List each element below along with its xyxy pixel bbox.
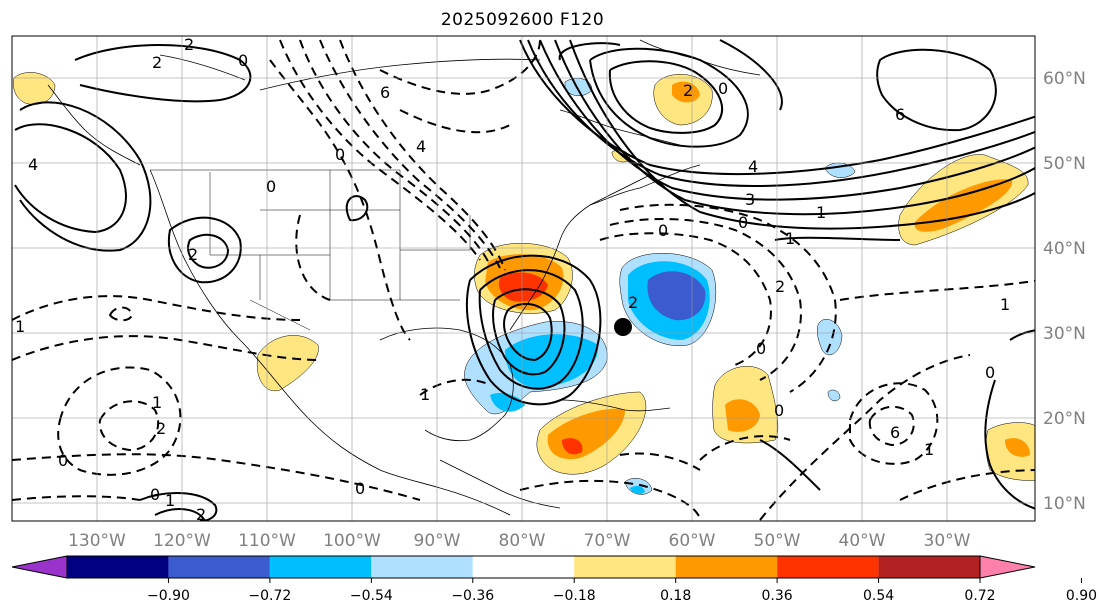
gridlines (12, 36, 1035, 521)
lon-label: 40°W (839, 531, 886, 551)
contour-label: 2 (156, 419, 166, 438)
colorbar-tick-label: −0.90 (147, 588, 190, 604)
lat-labels: 60°N 50°N 40°N 30°N 20°N 10°N (1043, 69, 1086, 514)
contour-label: 0 (150, 485, 160, 504)
colorbar-tick-label: 0.72 (964, 588, 995, 604)
lon-label: 70°W (584, 531, 631, 551)
contour-label: 6 (895, 105, 905, 124)
lat-label: 10°N (1043, 494, 1086, 514)
contour-label: 4 (416, 137, 426, 156)
colorbar-tick-label: −0.54 (350, 588, 393, 604)
lon-label: 30°W (924, 531, 971, 551)
lon-label: 90°W (414, 531, 461, 551)
contour-label: 2 (683, 81, 693, 100)
contour-label: 2 (775, 277, 785, 296)
contour-label: 0 (738, 213, 748, 232)
colorbar: −0.90 −0.72 −0.54 −0.36 −0.18 0.18 0.36 0.54 0.7… (11, 555, 1097, 604)
colorbar-segment (472, 556, 575, 578)
contour-label: 6 (890, 423, 900, 442)
contour-label: 0 (355, 479, 365, 498)
contour-label: 0 (658, 221, 668, 240)
lat-label: 20°N (1043, 409, 1086, 429)
map-border (11, 35, 1036, 522)
contour-label: 2 (628, 293, 638, 312)
contour-label: 1 (924, 440, 934, 459)
contours-negative (12, 39, 1035, 521)
contour-label: 1 (420, 385, 430, 404)
colorbar-outline (66, 555, 981, 579)
contour-label: 6 (380, 83, 390, 102)
contour-label: 1 (15, 317, 25, 336)
lat-label: 30°N (1043, 324, 1086, 344)
lat-label: 60°N (1043, 69, 1086, 89)
contour-label: 0 (718, 79, 728, 98)
contour-label: 0 (756, 339, 766, 358)
contour-label: 0 (774, 401, 784, 420)
contour-label: 2 (184, 35, 194, 54)
political-borders (150, 169, 471, 331)
colorbar-tick-label: 0.36 (762, 588, 793, 604)
colorbar-tick-label: 0.54 (863, 588, 894, 604)
lon-label: 120°W (153, 531, 211, 551)
lon-label: 100°W (323, 531, 381, 551)
lon-labels: 130°W 120°W 110°W 100°W 90°W 80°W 70°W 6… (68, 531, 971, 551)
contour-label: 1 (816, 203, 826, 222)
colorbar-tick-label: −0.72 (248, 588, 291, 604)
contour-label: 0 (266, 177, 276, 196)
colorbar-segment (878, 556, 980, 578)
storm-center-marker (614, 318, 632, 336)
colorbar-segment (67, 556, 169, 578)
colorbar-segment (574, 556, 676, 578)
contour-label: 2 (188, 245, 198, 264)
lon-label: 110°W (238, 531, 296, 551)
contour-label: 0 (238, 51, 248, 70)
contour-label: 0 (335, 145, 345, 164)
contour-label: 2 (152, 53, 162, 72)
lon-label: 80°W (499, 531, 546, 551)
contour-label: 3 (745, 190, 755, 209)
colorbar-extend-high (979, 555, 1036, 579)
contour-label: 1 (165, 491, 175, 510)
colorbar-segment (777, 556, 879, 578)
contour-label: 4 (748, 157, 758, 176)
colorbar-segment (371, 556, 473, 578)
lat-label: 40°N (1043, 239, 1086, 259)
lon-label: 50°W (754, 531, 801, 551)
contours-positive (14, 39, 1035, 521)
colorbar-segment (168, 556, 270, 578)
contour-label: 1 (1000, 295, 1010, 314)
lat-label: 50°N (1043, 154, 1086, 174)
colorbar-tick-label: −0.18 (553, 588, 596, 604)
contour-label: 2 (196, 505, 206, 524)
map-title: 2025092600 F120 (440, 10, 605, 30)
colorbar-tick-label: 0.18 (660, 588, 691, 604)
contour-label: 4 (28, 155, 38, 174)
colorbar-segment (269, 556, 372, 578)
colorbar-extend-low (11, 555, 68, 579)
colorbar-tick-label: 0.90 (1066, 588, 1097, 604)
lon-label: 130°W (68, 531, 126, 551)
contour-label: 1 (152, 393, 162, 412)
colorbar-tick-label: −0.36 (451, 588, 494, 604)
colorbar-segment (675, 556, 778, 578)
lon-label: 60°W (669, 531, 716, 551)
contour-label: 0 (58, 451, 68, 470)
contour-labels: 2 2 0 6 4 0 0 1 2 0 4 3 1 1 0 6 2 0 1 2 … (15, 35, 1010, 524)
contour-label: 0 (985, 363, 995, 382)
contour-label: 1 (785, 229, 795, 248)
